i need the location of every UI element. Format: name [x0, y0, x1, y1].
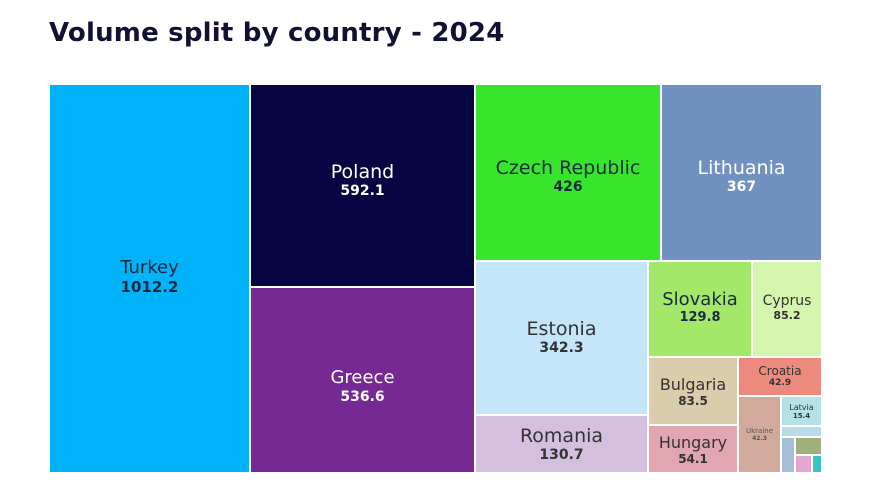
tile-value: 129.8: [679, 310, 721, 326]
tile-value: 592.1: [340, 183, 385, 200]
tile-country-name: Poland: [330, 160, 395, 183]
treemap-tile-small-14: [781, 426, 822, 437]
tile-country-name: Hungary: [658, 432, 728, 452]
treemap-tile-small-17: [795, 455, 812, 473]
tile-label: Romania 130.7: [476, 424, 647, 465]
tile-country-name: Croatia: [758, 363, 802, 378]
tile-label: Cyprus 85.2: [753, 293, 821, 323]
tile-country-name: Latvia: [789, 403, 814, 412]
tile-value: 42.9: [768, 378, 792, 389]
treemap-tile-greece: Greece 536.6: [250, 287, 475, 473]
tile-country-name: Bulgaria: [659, 374, 727, 394]
tile-label: Estonia 342.3: [476, 317, 647, 358]
tile-value: 426: [553, 179, 583, 196]
tile-country-name: Greece: [330, 367, 395, 388]
treemap-tile-bulgaria: Bulgaria 83.5: [648, 357, 738, 425]
tile-label: Czech Republic 426: [476, 156, 660, 197]
treemap-tile-slovakia: Slovakia 129.8: [648, 261, 752, 357]
tile-label: Croatia 42.9: [739, 363, 821, 390]
tile-value: 1012.2: [120, 278, 179, 297]
treemap-tile-ukraine: Ukraine 42.3: [738, 396, 781, 473]
tile-value: 42.3: [752, 435, 767, 443]
tile-label: Greece 536.6: [251, 367, 474, 406]
tile-country-name: Turkey: [120, 256, 179, 278]
tile-label: Poland 592.1: [251, 160, 474, 201]
tile-label: Latvia 15.4: [782, 403, 821, 421]
treemap-tile-romania: Romania 130.7: [475, 415, 648, 473]
treemap-tile-turkey: Turkey 1012.2: [49, 84, 250, 473]
treemap-tile-cyprus: Cyprus 85.2: [752, 261, 822, 357]
tile-value: 15.4: [792, 412, 811, 421]
tile-country-name: Romania: [519, 424, 604, 447]
treemap-tile-latvia: Latvia 15.4: [781, 396, 822, 426]
tile-country-name: Estonia: [526, 317, 597, 340]
tile-value: 342.3: [539, 340, 584, 357]
treemap-tile-croatia: Croatia 42.9: [738, 357, 822, 396]
tile-country-name: Slovakia: [662, 288, 738, 310]
tile-country-name: Cyprus: [762, 293, 812, 309]
tile-country-name: Czech Republic: [495, 156, 641, 179]
tile-country-name: Lithuania: [697, 156, 786, 179]
tile-country-name: Ukraine: [745, 427, 774, 435]
tile-value: 367: [726, 179, 757, 196]
chart-title: Volume split by country - 2024: [49, 18, 505, 48]
treemap-tile-small-16: [795, 437, 822, 455]
tile-label: Turkey 1012.2: [50, 256, 249, 297]
treemap-tile-lithuania: Lithuania 367: [661, 84, 822, 261]
treemap-tile-small-15: [781, 437, 795, 473]
tile-label: Bulgaria 83.5: [649, 374, 737, 409]
treemap-tile-poland: Poland 592.1: [250, 84, 475, 287]
tile-value: 85.2: [773, 309, 801, 323]
tile-value: 83.5: [678, 393, 708, 408]
tile-label: Slovakia 129.8: [649, 288, 751, 327]
treemap-tile-estonia: Estonia 342.3: [475, 261, 648, 415]
treemap-tile-small-18: [812, 455, 822, 473]
tile-label: Hungary 54.1: [649, 432, 737, 467]
tile-label: Ukraine 42.3: [739, 427, 780, 443]
tile-value: 54.1: [678, 451, 708, 466]
tile-value: 130.7: [539, 447, 584, 464]
tile-label: Lithuania 367: [662, 156, 821, 197]
tile-value: 536.6: [340, 388, 385, 405]
treemap-tile-hungary: Hungary 54.1: [648, 425, 738, 473]
treemap-tile-czech-republic: Czech Republic 426: [475, 84, 661, 261]
